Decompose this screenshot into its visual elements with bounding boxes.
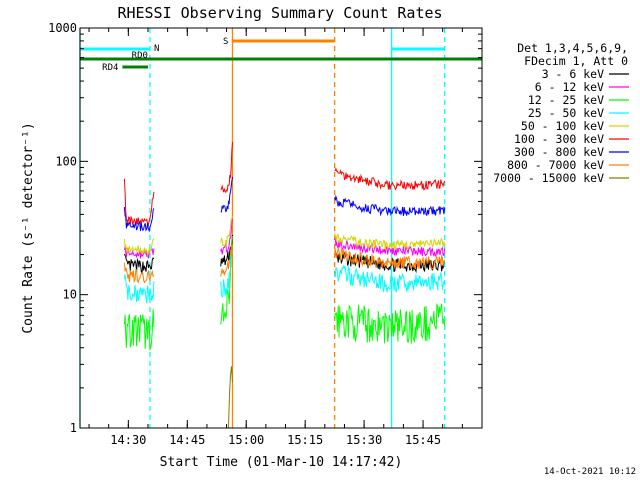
legend-label-0: 3 - 6 keV xyxy=(542,67,604,81)
flag-label-n: N xyxy=(154,44,159,54)
series-line-6-1 xyxy=(123,207,155,233)
x-axis-label: Start Time (01-Mar-10 14:17:42) xyxy=(160,455,403,470)
x-tick-label-3: 15:15 xyxy=(287,433,323,447)
y-axis-label: Count Rate (s⁻¹ detector⁻¹) xyxy=(21,122,36,333)
series-line-4-3 xyxy=(334,232,446,251)
series-line-2-2 xyxy=(220,235,233,325)
legend-label-7: 800 - 7000 keV xyxy=(507,158,604,172)
y-axis-ticks: 1 10 100 1000 xyxy=(48,21,482,435)
series-line-3-2 xyxy=(220,250,233,299)
y-tick-label-0: 1 xyxy=(70,421,77,435)
legend-label-4: 50 - 100 keV xyxy=(521,119,604,133)
legend-label-2: 12 - 25 keV xyxy=(528,93,604,107)
series-line-7-1 xyxy=(123,262,155,284)
legend-label-1: 6 - 12 keV xyxy=(535,80,604,94)
y-tick-label-1: 10 xyxy=(63,288,77,302)
x-tick-label-4: 15:30 xyxy=(346,433,382,447)
series-line-6-2 xyxy=(220,176,233,213)
series-line-2-1 xyxy=(123,309,155,351)
legend-label-8: 7000 - 15000 keV xyxy=(493,171,604,185)
flag-label-rd0: RD0 xyxy=(132,51,148,61)
series-line-2-3 xyxy=(334,302,446,344)
series-line-7-2 xyxy=(220,244,233,277)
series-line-5-3 xyxy=(334,167,446,191)
flag-label-rd4: RD4 xyxy=(102,63,118,73)
series-lines xyxy=(123,141,446,429)
legend-header-line-2: FDecim 1, Att 0 xyxy=(524,54,628,68)
x-tick-label-5: 15:45 xyxy=(405,433,441,447)
x-tick-label-2: 15:00 xyxy=(228,433,264,447)
legend: Det 1,3,4,5,6,9, FDecim 1, Att 0 3 - 6 k… xyxy=(493,41,629,185)
flag-bars: N S RD0 RD4 xyxy=(80,37,482,73)
y-tick-label-3: 1000 xyxy=(48,21,77,35)
plot-frame xyxy=(79,27,483,429)
series-line-0-2 xyxy=(220,234,233,267)
y-tick-label-2: 100 xyxy=(55,154,77,168)
series-line-4-2 xyxy=(220,216,233,247)
series-line-0-1 xyxy=(123,253,155,275)
legend-label-5: 100 - 300 keV xyxy=(514,132,604,146)
series-line-1-3 xyxy=(334,237,446,258)
series-line-1-2 xyxy=(220,218,233,255)
series-line-5-1 xyxy=(123,178,155,227)
flag-label-s: S xyxy=(223,37,228,47)
chart-title: RHESSI Observing Summary Count Rates xyxy=(117,4,442,22)
series-line-4-1 xyxy=(123,238,155,257)
series-line-3-3 xyxy=(334,264,445,293)
series-line-6-3 xyxy=(334,194,446,217)
series-line-3-1 xyxy=(123,274,155,304)
series-line-1-1 xyxy=(123,245,155,259)
date-stamp: 14-Oct-2021 10:12 xyxy=(544,467,636,477)
series-line-8-0 xyxy=(228,366,233,429)
legend-header-line-1: Det 1,3,4,5,6,9, xyxy=(517,41,628,55)
x-tick-label-0: 14:30 xyxy=(110,433,146,447)
series-line-7-3 xyxy=(334,246,446,271)
series-line-5-2 xyxy=(220,141,233,194)
x-tick-label-1: 14:45 xyxy=(169,433,205,447)
x-axis-ticks: 14:30 14:45 15:00 15:15 15:30 15:45 xyxy=(88,28,463,447)
legend-label-6: 300 - 800 keV xyxy=(514,145,604,159)
legend-label-3: 25 - 50 keV xyxy=(528,106,604,120)
